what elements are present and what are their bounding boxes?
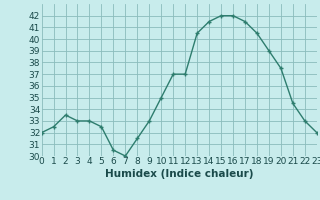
X-axis label: Humidex (Indice chaleur): Humidex (Indice chaleur) [105,169,253,179]
